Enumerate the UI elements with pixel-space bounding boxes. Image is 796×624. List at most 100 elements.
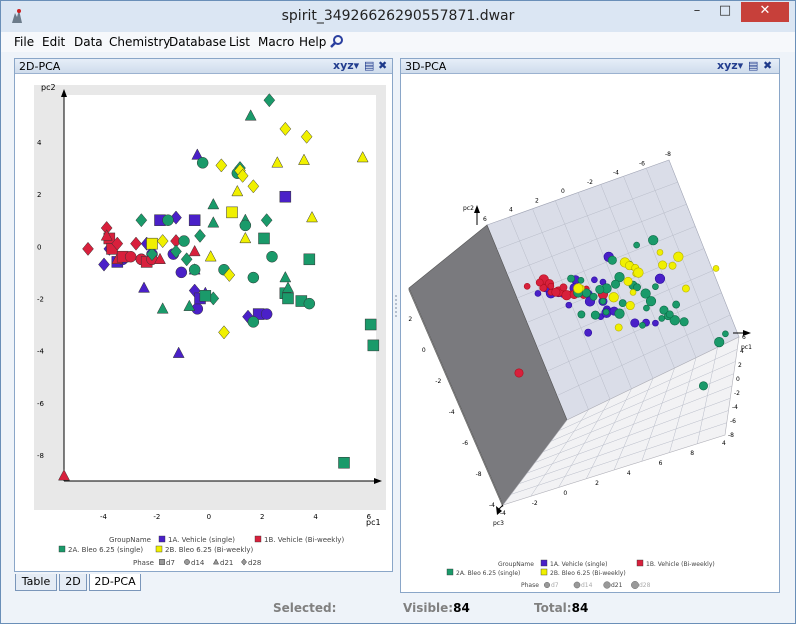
data-point-3d[interactable] [618, 299, 627, 308]
menu-macro[interactable]: Macro [258, 35, 295, 49]
menu-list[interactable]: List [229, 35, 250, 49]
data-point-3d[interactable] [602, 308, 610, 316]
data-point-3d[interactable] [523, 283, 531, 290]
data-point-3d[interactable] [539, 283, 548, 292]
data-point[interactable] [279, 270, 292, 283]
maximize-panel-icon[interactable]: ▤ [748, 59, 759, 72]
data-point[interactable] [300, 129, 313, 144]
data-point-3d[interactable] [559, 283, 568, 292]
close-panel-icon[interactable]: ✖ [378, 59, 388, 72]
data-point-3d[interactable] [629, 289, 637, 296]
data-point-3d[interactable] [595, 284, 605, 294]
legend-phase-marker[interactable] [184, 559, 190, 565]
data-point[interactable] [367, 339, 380, 352]
data-point[interactable] [138, 281, 150, 293]
data-point-3d[interactable] [547, 282, 555, 290]
data-point[interactable] [82, 241, 94, 256]
data-point-3d[interactable] [722, 330, 729, 338]
data-point[interactable] [191, 148, 204, 160]
data-point-3d[interactable] [551, 287, 561, 297]
data-point-3d[interactable] [659, 305, 669, 315]
data-point-3d[interactable] [577, 277, 585, 284]
menu-help[interactable]: Help [299, 35, 327, 49]
data-point-3d[interactable] [652, 283, 659, 290]
data-point[interactable] [231, 184, 244, 197]
data-point-3d[interactable] [665, 310, 674, 319]
menu-file[interactable]: File [14, 35, 35, 49]
data-point[interactable] [244, 109, 257, 121]
menu-data[interactable]: Data [74, 35, 103, 49]
data-point[interactable] [223, 267, 236, 282]
data-point-3d[interactable] [679, 317, 689, 327]
data-point[interactable] [204, 250, 217, 262]
data-point[interactable] [239, 231, 252, 244]
data-point[interactable] [146, 237, 158, 250]
data-point[interactable] [364, 318, 377, 331]
data-point[interactable] [154, 252, 166, 264]
data-point[interactable] [196, 157, 209, 169]
data-point-3d[interactable] [591, 276, 598, 284]
maximize-button[interactable]: □ [718, 3, 732, 18]
data-point[interactable] [266, 250, 278, 263]
data-point[interactable] [279, 121, 292, 136]
close-panel-icon[interactable]: ✖ [763, 59, 773, 72]
data-point-3d[interactable] [648, 235, 659, 246]
data-point-3d[interactable] [589, 292, 598, 301]
data-point-3d[interactable] [573, 283, 584, 294]
data-point[interactable] [180, 252, 193, 267]
data-point-3d[interactable] [668, 261, 677, 270]
data-point-3d[interactable] [633, 241, 640, 249]
legend-phase-marker[interactable] [159, 559, 165, 565]
data-point-3d[interactable] [630, 318, 640, 328]
data-point[interactable] [130, 236, 142, 251]
data-point[interactable] [175, 266, 188, 279]
data-point[interactable] [162, 214, 174, 226]
data-point-3d[interactable] [599, 297, 607, 305]
data-point[interactable] [207, 197, 220, 210]
data-point[interactable] [124, 250, 137, 263]
data-point-3d[interactable] [534, 290, 542, 297]
data-point[interactable] [199, 290, 212, 302]
data-point-3d[interactable] [698, 381, 708, 391]
data-point[interactable] [298, 153, 310, 165]
data-point[interactable] [156, 302, 169, 314]
data-point[interactable] [111, 236, 124, 251]
data-point[interactable] [194, 228, 206, 243]
data-point[interactable] [188, 244, 201, 257]
data-point-3d[interactable] [643, 304, 650, 312]
data-point[interactable] [218, 325, 230, 340]
data-point-3d[interactable] [565, 301, 573, 309]
data-point-3d[interactable] [682, 284, 690, 293]
data-point[interactable] [172, 346, 185, 358]
axis-chooser-button[interactable]: xyz▾ [333, 59, 360, 72]
data-point-3d[interactable] [581, 288, 591, 298]
data-point[interactable] [338, 456, 350, 469]
data-point-3d[interactable] [658, 260, 668, 270]
data-point[interactable] [170, 244, 182, 259]
data-point[interactable] [226, 206, 238, 219]
tab-table[interactable]: Table [15, 574, 57, 591]
data-point[interactable] [98, 257, 110, 272]
data-point-3d[interactable] [590, 310, 600, 320]
data-point[interactable] [303, 253, 316, 266]
data-point[interactable] [156, 234, 169, 249]
data-point[interactable] [271, 156, 284, 168]
data-point-3d[interactable] [712, 265, 720, 272]
data-point-3d[interactable] [623, 276, 633, 286]
menu-edit[interactable]: Edit [42, 35, 66, 49]
data-point[interactable] [279, 190, 292, 203]
close-button[interactable]: ✕ [741, 2, 789, 22]
data-point-3d[interactable] [614, 308, 625, 319]
data-point[interactable] [306, 210, 318, 223]
legend-phase-marker[interactable] [241, 558, 247, 566]
data-point[interactable] [356, 151, 369, 163]
data-point-3d[interactable] [567, 274, 575, 283]
menu-database[interactable]: Database [169, 35, 227, 49]
data-point[interactable] [215, 158, 228, 173]
data-point-3d[interactable] [608, 292, 619, 303]
maximize-panel-icon[interactable]: ▤ [364, 59, 375, 72]
scatter-plot-2d[interactable]: pc2 pc1 -4 -2 0 2 4 6 4 2 0 -2 -4 -6 -8 GroupName 1A.… [15, 75, 392, 571]
data-point[interactable] [58, 469, 70, 481]
data-point-3d[interactable] [669, 315, 680, 326]
data-point[interactable] [239, 219, 252, 232]
